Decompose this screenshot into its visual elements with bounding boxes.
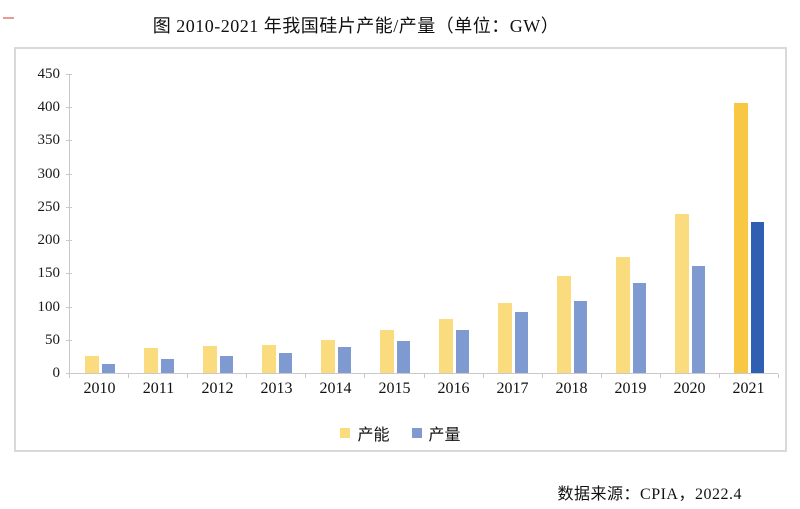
y-axis-tick-label: 100 <box>37 298 61 315</box>
x-axis-line <box>69 373 778 374</box>
bar-output-2018 <box>573 300 587 373</box>
y-axis-tick <box>66 240 72 242</box>
y-axis-tick-label: 450 <box>37 66 61 82</box>
y-axis-tick <box>66 206 72 208</box>
plot-area <box>70 74 778 373</box>
x-axis-tick <box>364 374 366 378</box>
bar-group-2010 <box>70 74 129 373</box>
bar-output-2017 <box>514 311 528 373</box>
red-dash-mark <box>3 17 14 19</box>
bar-capacity-2010 <box>84 356 99 373</box>
y-axis-tick <box>66 373 72 374</box>
bar-output-2010 <box>101 364 115 373</box>
x-axis-label-2010: 2010 <box>83 380 116 397</box>
legend-item-capacity: 产能 <box>340 421 390 445</box>
y-axis-tick <box>66 173 72 175</box>
bar-group-2018 <box>542 74 601 373</box>
x-axis-tick <box>305 374 307 378</box>
bar-output-2014 <box>337 347 351 373</box>
bar-capacity-2018 <box>556 276 571 373</box>
bar-output-2012 <box>219 355 233 373</box>
bar-output-2021 <box>750 222 764 373</box>
bar-output-2019 <box>632 283 646 373</box>
x-axis-label-2013: 2013 <box>260 380 293 397</box>
y-axis-tick <box>66 107 72 109</box>
bar-output-2011 <box>160 359 174 373</box>
bar-capacity-2017 <box>497 303 512 373</box>
y-axis-tick-label: 250 <box>37 198 61 215</box>
legend-output-label: 产量 <box>428 427 461 444</box>
bar-group-2017 <box>483 74 542 373</box>
x-axis-tick <box>246 374 248 378</box>
legend: 产能 产量 <box>16 421 785 445</box>
bar-capacity-2015 <box>379 329 394 373</box>
y-axis-line <box>69 74 70 373</box>
y-axis-tick <box>66 74 72 75</box>
output-swatch-icon <box>411 428 422 438</box>
x-axis-label-2011: 2011 <box>142 380 175 397</box>
bar-group-2013 <box>247 74 306 373</box>
x-axis-label-2021: 2021 <box>732 380 765 397</box>
y-axis-tick-label: 150 <box>37 265 61 282</box>
legend-capacity-label: 产能 <box>357 427 390 444</box>
chart-title: 图 2010-2021 年我国硅片产能/产量（单位：GW） <box>152 16 560 36</box>
source-note: 数据来源：CPIA，2022.4 <box>557 486 742 503</box>
y-axis-tick <box>66 273 72 275</box>
x-axis-label-2018: 2018 <box>555 380 588 397</box>
x-axis-tick <box>718 374 720 378</box>
chart-frame: 0 50 100 150 200 250 300 350 400 450 2010 2011 2012… <box>14 47 787 452</box>
x-axis-label-2020: 2020 <box>673 380 706 397</box>
bar-group-2019 <box>601 74 660 373</box>
bar-capacity-2021 <box>733 102 748 373</box>
x-axis-label-2014: 2014 <box>319 380 352 397</box>
x-axis-tick <box>482 374 484 378</box>
x-axis-tick <box>778 374 779 378</box>
y-axis-tick-label: 50 <box>45 331 60 348</box>
bar-capacity-2012 <box>202 345 217 373</box>
y-axis-tick <box>66 339 72 341</box>
bar-capacity-2016 <box>438 318 453 373</box>
bar-group-2021 <box>719 74 778 373</box>
bar-output-2013 <box>278 353 292 373</box>
bar-group-2012 <box>188 74 247 373</box>
x-axis-tick <box>423 374 425 378</box>
x-axis-tick <box>128 374 130 378</box>
x-axis-tick <box>187 374 189 378</box>
bar-group-2015 <box>365 74 424 373</box>
bar-capacity-2019 <box>615 257 630 373</box>
x-axis-label-2015: 2015 <box>378 380 411 397</box>
bar-group-2011 <box>129 74 188 373</box>
x-axis-label-2019: 2019 <box>614 380 647 397</box>
bar-capacity-2013 <box>261 345 276 373</box>
bar-output-2020 <box>691 266 705 373</box>
bar-capacity-2020 <box>674 213 689 373</box>
x-axis-label-2017: 2017 <box>496 380 529 397</box>
bar-group-2014 <box>306 74 365 373</box>
legend-item-output: 产量 <box>411 421 461 445</box>
capacity-swatch-icon <box>340 428 351 438</box>
x-axis-tick <box>600 374 602 378</box>
bar-output-2015 <box>396 341 410 373</box>
y-axis-tick-label: 200 <box>37 232 61 249</box>
bar-group-2016 <box>424 74 483 373</box>
x-axis-label-2012: 2012 <box>201 380 234 397</box>
x-axis-tick <box>541 374 543 378</box>
y-axis-tick-label: 400 <box>37 99 61 116</box>
y-axis-tick <box>66 306 72 308</box>
x-axis-label-2016: 2016 <box>437 380 470 397</box>
y-axis-tick-label: 350 <box>37 132 61 149</box>
bar-capacity-2011 <box>143 348 158 373</box>
bar-capacity-2014 <box>320 339 335 373</box>
y-axis-tick <box>66 140 72 142</box>
y-axis-tick-label: 0 <box>52 365 61 381</box>
x-axis-labels: 2010 2011 2012 2013 2014 2015 2016 2017 2018 2019… <box>70 380 778 398</box>
x-axis-tick <box>659 374 661 378</box>
bar-group-2020 <box>660 74 719 373</box>
x-axis-tick <box>69 374 70 378</box>
bar-output-2016 <box>455 329 469 373</box>
y-axis-tick-label: 300 <box>37 165 61 182</box>
